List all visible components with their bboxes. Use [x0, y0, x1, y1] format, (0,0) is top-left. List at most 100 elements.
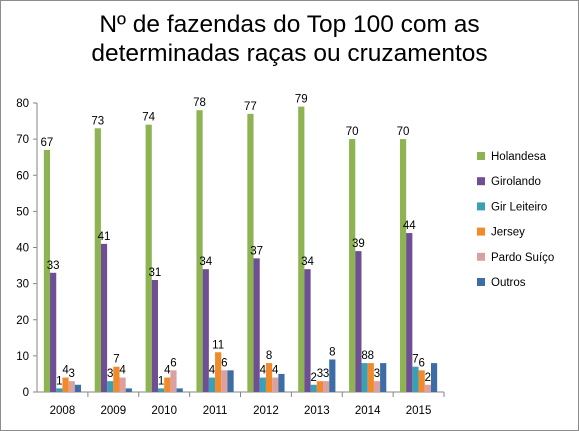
bar-pardo-su-o [272, 377, 279, 392]
data-label: 1 [56, 375, 62, 387]
bar-gir-leiteiro [259, 377, 266, 392]
data-label: 37 [250, 245, 263, 257]
x-tick-label: 2009 [101, 405, 127, 417]
bar-holandesa [349, 139, 356, 392]
y-tick-label: 30 [16, 279, 29, 291]
data-label: 74 [142, 112, 155, 124]
bar-jersey [418, 370, 425, 392]
bar-jersey [316, 381, 324, 392]
data-label: 7 [412, 354, 418, 366]
legend-label: Gir Leiteiro [491, 201, 547, 213]
x-tick-label: 2015 [406, 405, 432, 417]
data-label: 8 [329, 346, 335, 358]
x-tick-label: 2011 [203, 405, 228, 417]
legend-label: Outros [491, 277, 526, 289]
bar-pardo-su-o [221, 370, 228, 392]
bar-pardo-su-o [170, 370, 177, 392]
data-label: 78 [193, 97, 206, 109]
legend-swatch [477, 202, 485, 211]
data-label: 4 [272, 365, 279, 377]
bar-pardo-su-o [424, 384, 431, 392]
data-label: 3 [317, 368, 323, 380]
x-tick-label: 2013 [304, 405, 330, 417]
data-label: 2 [425, 372, 431, 384]
legend-swatch [477, 177, 485, 186]
bar-holandesa [94, 128, 101, 392]
bar-outros [380, 363, 387, 392]
y-tick-label: 70 [16, 134, 29, 146]
y-tick-label: 40 [16, 243, 29, 255]
data-label: 6 [221, 357, 227, 369]
legend-swatch [477, 252, 485, 261]
data-label: 4 [260, 365, 267, 377]
bar-pardo-su-o [373, 381, 381, 392]
bar-jersey [265, 363, 273, 392]
data-label: 77 [244, 101, 257, 113]
bar-outros [227, 370, 234, 392]
bar-pardo-su-o [119, 377, 126, 392]
data-label: 8 [368, 350, 374, 362]
data-label: 3 [374, 368, 380, 380]
data-label: 39 [352, 238, 365, 250]
x-tick-label: 2014 [355, 405, 381, 417]
data-label: 34 [199, 256, 212, 268]
x-tick-label: 2008 [50, 405, 76, 417]
legend-swatch [477, 278, 485, 286]
bar-holandesa [43, 149, 51, 392]
legend-label: Holandesa [491, 151, 547, 163]
bar-holandesa [247, 113, 254, 393]
y-tick-label: 50 [16, 206, 29, 218]
bar-gir-leiteiro [56, 388, 63, 392]
data-label: 4 [209, 365, 216, 377]
data-label: 3 [69, 368, 75, 380]
data-label: 31 [148, 267, 161, 279]
bar-girolando [355, 251, 362, 392]
bar-holandesa [298, 106, 305, 393]
bar-gir-leiteiro [208, 377, 216, 392]
legend-swatch [477, 152, 485, 160]
data-label: 4 [164, 365, 171, 377]
data-label: 70 [346, 126, 359, 138]
chart-title-line-2: determinadas raças ou cruzamentos [91, 40, 488, 67]
bar-holandesa [399, 139, 407, 392]
y-tick-label: 60 [16, 170, 29, 182]
bar-outros [74, 384, 82, 392]
bar-outros [176, 388, 183, 392]
data-label: 4 [62, 365, 69, 377]
data-label: 41 [98, 231, 111, 243]
data-label: 34 [301, 256, 314, 268]
bar-gir-leiteiro [157, 388, 165, 392]
bar-girolando [202, 269, 209, 392]
data-label: 8 [361, 350, 367, 362]
x-tick-label: 2010 [151, 405, 177, 417]
data-label: 11 [212, 339, 224, 351]
bar-holandesa [145, 124, 152, 393]
data-label: 44 [403, 220, 416, 232]
data-label: 8 [266, 350, 272, 362]
bar-girolando [253, 258, 260, 392]
y-tick-label: 80 [16, 98, 29, 110]
data-label: 73 [91, 115, 104, 127]
y-tick-label: 20 [16, 315, 29, 327]
data-label: 67 [41, 137, 54, 149]
data-label: 6 [418, 357, 424, 369]
bar-gir-leiteiro [107, 381, 114, 392]
chart-title-line-1: Nº de fazendas do Top 100 com as [99, 11, 480, 38]
bar-pardo-su-o [68, 381, 75, 392]
data-label: 6 [170, 357, 176, 369]
bar-outros [329, 359, 336, 392]
legend-label: Girolando [491, 176, 541, 188]
bar-jersey [215, 352, 222, 392]
data-label: 7 [113, 354, 119, 366]
data-label: 79 [295, 94, 308, 106]
bar-jersey [113, 366, 120, 392]
bar-gir-leiteiro [412, 366, 419, 392]
bar-jersey [367, 363, 374, 392]
data-label: 3 [107, 368, 113, 380]
bar-outros [278, 373, 285, 392]
y-tick-label: 10 [16, 351, 29, 363]
data-label: 3 [323, 368, 329, 380]
legend-swatch [477, 227, 485, 236]
bar-girolando [151, 280, 158, 392]
